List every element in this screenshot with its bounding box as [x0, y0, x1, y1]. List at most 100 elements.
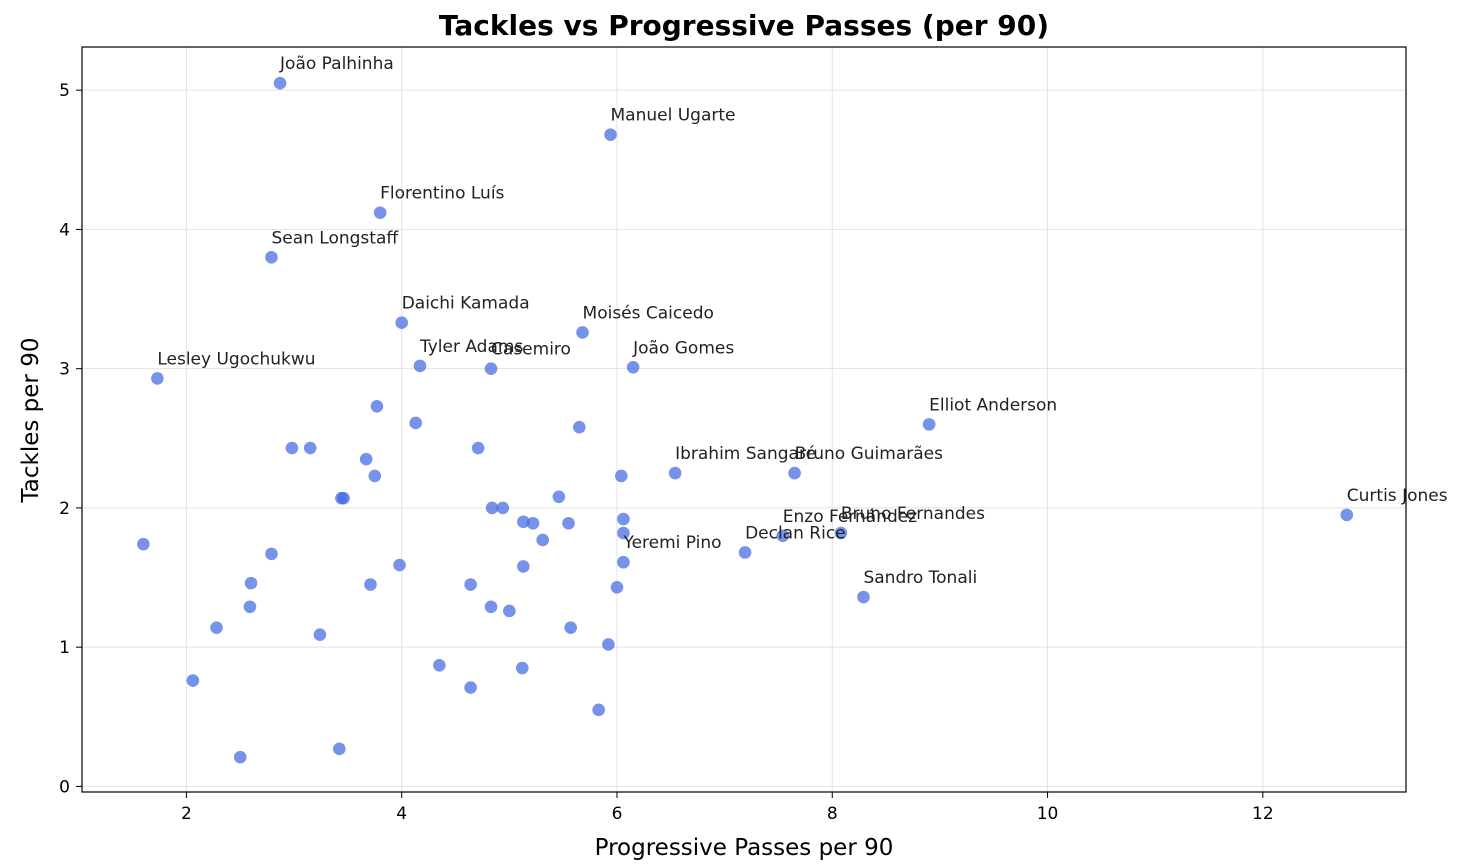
point-label: Sandro Tonali	[863, 568, 977, 588]
data-point	[526, 516, 540, 530]
data-point	[285, 441, 299, 455]
point-label: Moisés Caicedo	[583, 303, 714, 323]
data-point	[265, 547, 278, 561]
point-label: Enzo Fernández	[783, 507, 917, 527]
data-point	[1340, 508, 1354, 522]
data-point	[464, 578, 477, 591]
data-point	[776, 529, 790, 543]
data-point	[373, 206, 387, 220]
data-point	[370, 399, 384, 413]
y-tick-label: 0	[59, 777, 70, 797]
point-label: Casemiro	[491, 340, 571, 360]
point-label: Lesley Ugochukwu	[157, 349, 315, 369]
data-point	[668, 466, 682, 480]
data-point	[313, 628, 327, 641]
data-point	[602, 638, 615, 651]
data-point	[515, 661, 529, 675]
data-point	[517, 515, 530, 529]
point-label: Tyler Adams	[419, 337, 523, 357]
data-point	[303, 441, 317, 455]
point-label: Declan Rice	[745, 523, 846, 543]
data-point	[626, 360, 640, 374]
y-tick-label: 5	[59, 81, 70, 101]
data-point	[592, 703, 605, 717]
data-point	[573, 420, 586, 434]
data-point	[409, 416, 422, 430]
data-point	[364, 578, 377, 591]
point-label: Curtis Jones	[1347, 486, 1448, 506]
data-point	[552, 490, 566, 504]
x-tick-label: 4	[396, 804, 407, 824]
point-label: Elliot Anderson	[929, 395, 1057, 415]
data-point	[337, 491, 350, 505]
data-point	[471, 441, 485, 455]
data-point	[738, 546, 752, 559]
data-point	[562, 516, 575, 530]
point-label: João Palhinha	[279, 54, 394, 74]
data-point	[788, 466, 801, 480]
data-point	[922, 418, 936, 431]
point-label: Florentino Luís	[380, 184, 504, 204]
data-point	[617, 526, 630, 540]
x-tick-label: 10	[1037, 804, 1059, 824]
data-point	[564, 621, 577, 634]
data-point	[395, 316, 408, 330]
point-label: Bruno Guimarães	[795, 444, 944, 464]
point-labels: João Palhinha Manuel Ugarte Florentino Luí…	[157, 54, 1447, 588]
x-tick-label: 6	[612, 804, 623, 824]
data-point	[614, 469, 628, 483]
x-tick-label: 12	[1252, 804, 1274, 824]
data-point	[393, 558, 406, 572]
data-point	[186, 674, 200, 687]
x-axis-label: Progressive Passes per 90	[595, 835, 894, 861]
y-tick-label: 4	[59, 220, 70, 240]
data-point	[368, 469, 382, 483]
y-tick-label: 3	[59, 360, 70, 380]
data-point	[617, 512, 630, 526]
data-point	[413, 359, 427, 373]
data-point	[857, 590, 870, 604]
data-point	[484, 362, 498, 375]
y-tick-label: 2	[59, 499, 70, 519]
point-label: Yeremi Pino	[622, 533, 721, 553]
data-points	[137, 76, 1354, 764]
point-label: Sean Longstaff	[271, 228, 399, 248]
data-point	[834, 526, 848, 540]
data-point	[617, 555, 630, 569]
point-label: Bruno Fernandes	[841, 504, 985, 524]
data-point	[243, 600, 257, 614]
data-point	[536, 533, 550, 547]
plot-frame	[81, 46, 1407, 793]
data-point	[604, 128, 617, 142]
data-point	[503, 604, 516, 618]
data-point	[610, 580, 624, 594]
x-tick-label: 2	[181, 804, 192, 824]
data-point	[576, 326, 589, 339]
data-point	[210, 621, 223, 634]
data-point	[496, 501, 510, 515]
point-label: Daichi Kamada	[402, 294, 530, 314]
data-point	[233, 750, 247, 764]
data-point	[137, 537, 150, 551]
chart-title: Tackles vs Progressive Passes (per 90)	[439, 9, 1049, 42]
data-point	[464, 681, 477, 694]
data-point	[273, 76, 287, 90]
point-label: Manuel Ugarte	[611, 106, 736, 126]
data-point	[485, 501, 499, 515]
data-point	[433, 658, 446, 672]
data-point	[359, 452, 373, 466]
point-label: João Gomes	[632, 338, 734, 358]
y-tick-label: 1	[59, 638, 70, 658]
data-point	[332, 742, 346, 756]
data-point	[517, 560, 530, 573]
y-axis-label: Tackles per 90	[18, 338, 44, 504]
data-point	[151, 372, 164, 385]
x-tick-label: 8	[827, 804, 838, 824]
grid	[82, 47, 1406, 792]
point-label: Ibrahim Sangaré	[675, 444, 816, 464]
data-point	[265, 250, 278, 264]
data-point	[244, 576, 258, 590]
data-point	[484, 600, 498, 614]
